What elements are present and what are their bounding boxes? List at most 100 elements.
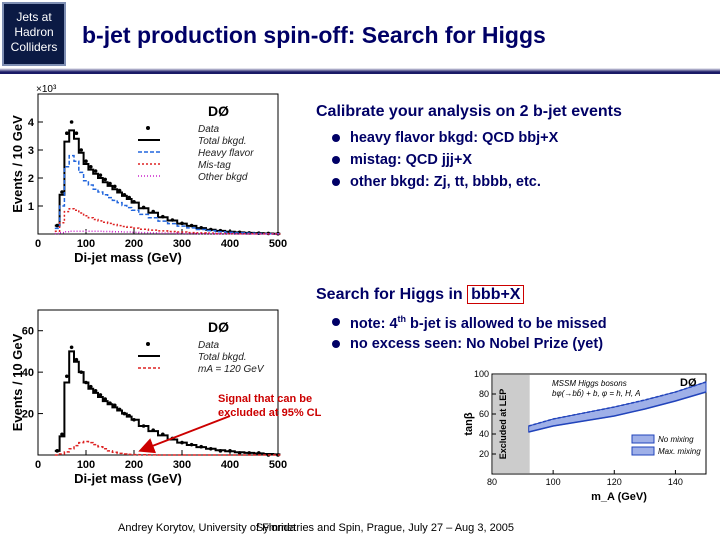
y-tick-label: 60 xyxy=(479,409,489,419)
x-tick-label: 80 xyxy=(487,477,497,487)
bullet-text: other bkgd: Zj, tt, bbbb, etc. xyxy=(350,174,541,190)
y-tick-label: 1 xyxy=(28,201,34,213)
x-tick-label: 120 xyxy=(607,477,622,487)
search-heading-boxed: bbb+X xyxy=(467,285,525,304)
footer-author: Andrey Korytov, University of Florida xyxy=(118,522,296,534)
x-tick-label: 100 xyxy=(546,477,561,487)
x-tick-label: 200 xyxy=(125,459,143,471)
y-tick-label: 40 xyxy=(479,429,489,439)
legend-label: No mixing xyxy=(658,435,694,444)
x-axis-label: Di-jet mass (GeV) xyxy=(74,250,182,265)
logo-line: Colliders xyxy=(10,40,58,54)
mssm-exclusion-chart: Excluded at LEP 80 100 120 140 20 40 60 80 100 m_A… xyxy=(463,369,707,503)
x-tick-label: 0 xyxy=(35,459,41,471)
slide-title: b-jet production spin-off: Search for Hi… xyxy=(82,22,546,48)
legend-label: Data xyxy=(198,124,220,135)
lep-label: Excluded at LEP xyxy=(498,389,508,460)
legend-label: mA = 120 GeV xyxy=(198,364,265,375)
x-tick-label: 400 xyxy=(221,238,239,250)
arrow-line xyxy=(138,415,231,454)
data-point xyxy=(84,159,88,163)
y-tick-label: 20 xyxy=(22,409,34,421)
data-point xyxy=(103,397,107,401)
bullet-dot xyxy=(332,318,340,326)
exclusion-curve xyxy=(528,391,707,433)
bullet-dot xyxy=(332,134,340,142)
y-tick-label: 100 xyxy=(474,369,489,379)
search-bullet-list: note: 4th b-jet is allowed to be missed … xyxy=(332,314,607,358)
section-heading-calibrate: Calibrate your analysis on 2 b-jet event… xyxy=(316,103,622,120)
legend-swatch xyxy=(631,434,655,444)
legend-label: Total bkgd. xyxy=(198,136,247,147)
data-point xyxy=(79,148,83,152)
bullet-dot xyxy=(332,340,340,348)
y-tick-label: 4 xyxy=(28,117,35,129)
experiment-label: DØ xyxy=(680,377,697,389)
data-point xyxy=(117,188,122,193)
signal-line xyxy=(54,440,281,456)
bullet-item: other bkgd: Zj, tt, bbbb, etc. xyxy=(332,174,558,196)
x-tick-label: 500 xyxy=(269,238,287,250)
y-tick-label: 60 xyxy=(22,326,34,338)
x-tick-label: 300 xyxy=(173,238,191,250)
y-axis-label: Events / 10 GeV xyxy=(10,115,25,213)
legend-label: Max. mixing xyxy=(658,447,701,456)
y-axis-label: Events / 10 GeV xyxy=(10,333,25,431)
x-tick-label: 400 xyxy=(221,459,239,471)
bullet-text: note: 4 xyxy=(350,315,398,332)
annotation-line: Signal that can be xyxy=(218,393,313,405)
bullet-text: no excess seen: No Nobel Prize (yet) xyxy=(350,336,604,352)
search-heading-text: Search for Higgs in xyxy=(316,286,468,303)
exclusion-curve xyxy=(528,381,707,427)
y-scale-label: ×10³ xyxy=(36,84,57,95)
x-tick-label: 100 xyxy=(77,238,95,250)
legend-label: Other bkgd xyxy=(198,172,248,183)
data-point xyxy=(103,177,107,182)
data-point xyxy=(108,181,112,186)
data-point xyxy=(60,190,64,194)
title-divider xyxy=(0,68,720,72)
data-point xyxy=(69,345,74,350)
bullet-dot xyxy=(332,178,340,186)
legend-label: Heavy flavor xyxy=(198,148,254,159)
section-heading-search: Search for Higgs in bbb+X xyxy=(316,285,525,304)
calibrate-bullet-list: heavy flavor bkgd: QCD bbj+X mistag: QCD… xyxy=(332,130,558,196)
legend-label: Mis-tag xyxy=(198,160,231,171)
y-tick-label: 2 xyxy=(28,173,34,185)
dijet-mass-chart-calibration: 0 100 200 300 400 500 1 2 3 4 Di-jet mass (GeV) Eve… xyxy=(10,84,287,265)
x-axis-label: m_A (GeV) xyxy=(591,491,647,503)
data-point xyxy=(113,403,117,408)
legend-marker xyxy=(146,342,150,346)
bullet-text: mistag: QCD jjj+X xyxy=(350,152,473,168)
x-tick-label: 200 xyxy=(125,238,143,250)
title-divider-line xyxy=(0,72,720,74)
x-tick-label: 300 xyxy=(173,459,191,471)
bullet-item: heavy flavor bkgd: QCD bbj+X xyxy=(332,130,558,152)
annotation-line: excluded at 95% CL xyxy=(218,407,322,419)
data-point xyxy=(74,357,79,362)
legend-label: Data xyxy=(198,340,220,351)
logo-line: Jets at xyxy=(16,10,52,24)
data-point xyxy=(89,384,93,389)
y-tick-label: 40 xyxy=(22,367,34,379)
footer-conference: Symmetries and Spin, Prague, July 27 – A… xyxy=(256,522,515,534)
dijet-mass-chart-search: 0 100 200 300 400 500 20 40 60 Di-jet mass (GeV) E… xyxy=(10,309,287,486)
data-point xyxy=(98,393,103,397)
bullet-superscript: th xyxy=(397,314,407,324)
chart-subtitle: bφ(→bb̄) + b, φ = h, H, A xyxy=(552,389,640,398)
bullet-item: no excess seen: No Nobel Prize (yet) xyxy=(332,336,607,358)
data-point xyxy=(65,131,69,135)
total-bkgd-line xyxy=(54,350,281,456)
data-point xyxy=(69,120,74,124)
x-tick-label: 0 xyxy=(35,238,41,250)
lep-excluded-region xyxy=(493,375,530,473)
experiment-label: DØ xyxy=(208,319,229,335)
x-axis-label: Di-jet mass (GeV) xyxy=(74,471,182,486)
heavy-flavor-line xyxy=(54,154,281,235)
bullet-item: note: 4th b-jet is allowed to be missed xyxy=(332,314,607,336)
data-point xyxy=(93,388,98,393)
x-tick-label: 140 xyxy=(668,477,683,487)
legend-marker xyxy=(146,126,150,130)
bullet-text: b-jet is allowed to be missed xyxy=(406,315,607,332)
data-point xyxy=(89,165,93,169)
